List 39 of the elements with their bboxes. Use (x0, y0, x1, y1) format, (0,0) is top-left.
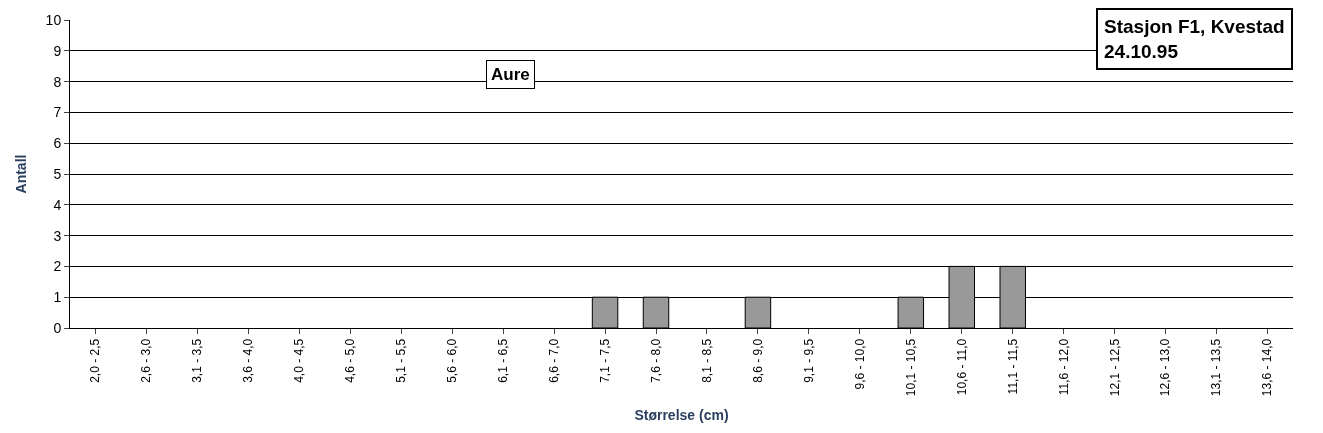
y-tick-label: 8 (53, 73, 62, 90)
x-tick-label: 7,1 - 7,5 (597, 338, 612, 383)
x-tick-label: 10,6 - 11,0 (954, 338, 969, 396)
y-tick-label: 9 (53, 42, 62, 59)
x-tick-label: 3,6 - 4,0 (241, 338, 256, 383)
y-tick-label: 7 (53, 104, 62, 121)
y-tick-label: 6 (53, 135, 62, 152)
y-tick-label: 5 (53, 165, 62, 182)
x-tick-label: 2,0 - 2,5 (88, 338, 103, 383)
x-tick-label: 6,6 - 7,0 (547, 338, 561, 383)
x-tick-label: 5,1 - 5,5 (394, 338, 409, 383)
x-tick-label: 13,6 - 14,0 (1260, 338, 1275, 397)
x-tick-label: 9,1 - 9,5 (801, 338, 816, 383)
x-tick-label: 13,1 - 13,5 (1209, 338, 1224, 397)
x-tick-label: 2,6 - 3,0 (139, 338, 154, 383)
x-tick-label: 9,6 - 10,0 (852, 338, 867, 390)
x-tick-label: 8,6 - 9,0 (750, 338, 765, 383)
x-tick-label: 3,1 - 3,5 (190, 338, 205, 383)
chart-subtitle: Stasjon F1, Kvestad 24.10.95 (1104, 16, 1285, 62)
y-tick-label: 10 (45, 11, 62, 28)
x-tick-label: 6,1 - 6,5 (496, 338, 511, 383)
text: Aure (491, 65, 530, 84)
y-tick-label: 1 (53, 289, 62, 306)
x-tick-label: 8,1 - 8,5 (699, 338, 714, 383)
x-tick-label: 5,6 - 6,0 (445, 338, 460, 383)
x-tick-label: 11,6 - 12,0 (1056, 338, 1071, 396)
x-tick-label: 4,6 - 5,0 (343, 338, 358, 383)
y-tick-label: 0 (53, 319, 62, 336)
y-tick-label: 4 (53, 196, 62, 213)
x-tick-label: 10,1 - 10,5 (903, 338, 918, 397)
y-axis-title: Antall (13, 154, 30, 194)
y-tick-label: 3 (53, 227, 62, 244)
x-tick-label: 12,1 - 12,5 (1107, 338, 1122, 397)
x-tick-label: 12,6 - 13,0 (1158, 338, 1173, 397)
x-tick-label: 11,1 - 11,5 (1005, 338, 1020, 395)
x-tick-label: 7,6 - 8,0 (648, 338, 663, 383)
x-tick-label: 4,0 - 4,5 (292, 338, 307, 383)
x-axis-title: Størrelse (cm) (634, 407, 729, 424)
y-tick-label: 2 (53, 258, 62, 275)
